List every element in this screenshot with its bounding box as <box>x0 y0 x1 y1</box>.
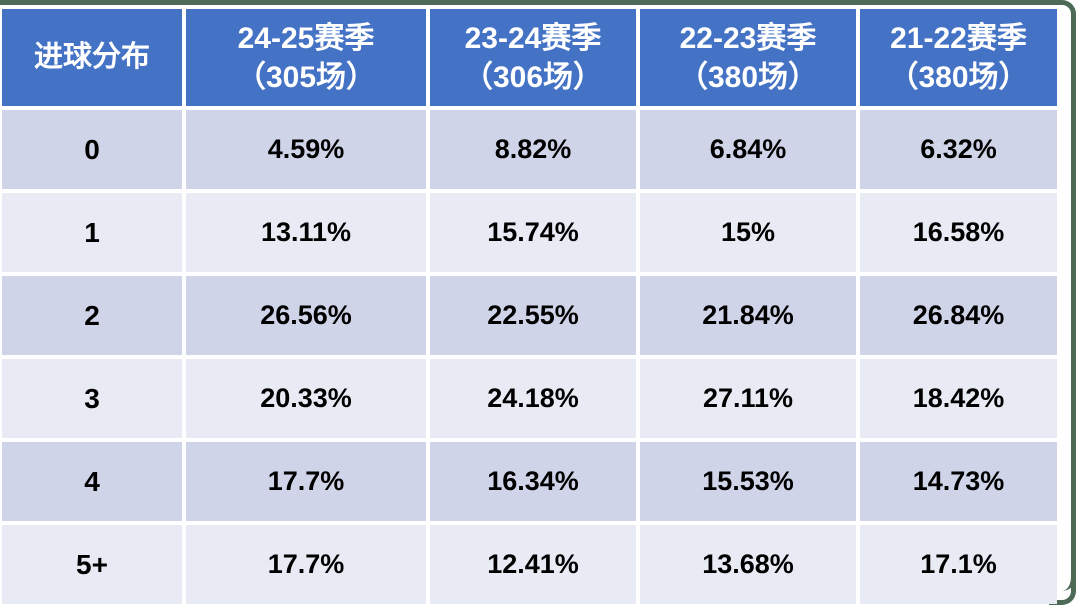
row-label: 2 <box>2 276 182 355</box>
table-row: 2 26.56% 22.55% 21.84% 26.84% <box>2 276 1057 355</box>
season-label: 24-25赛季 <box>237 21 375 55</box>
match-count-label: （306场） <box>462 60 604 94</box>
corner-header-label: 进球分布 <box>2 9 182 106</box>
value-cell: 15% <box>640 193 856 272</box>
row-label: 4 <box>2 442 182 521</box>
table-body: 0 4.59% 8.82% 6.84% 6.32% 1 13.11% 15.74% 15% 16.… <box>2 110 1057 604</box>
value-cell: 4.59% <box>186 110 426 189</box>
value-cell: 17.7% <box>186 525 426 604</box>
table-row: 0 4.59% 8.82% 6.84% 6.32% <box>2 110 1057 189</box>
goal-distribution-table: 进球分布 24-25赛季 （305场） 23-24赛季 （306场） 22-23赛季 （3… <box>0 5 1061 607</box>
row-label: 5+ <box>2 525 182 604</box>
value-cell: 6.32% <box>860 110 1057 189</box>
row-label: 3 <box>2 359 182 438</box>
value-cell: 6.84% <box>640 110 856 189</box>
value-cell: 20.33% <box>186 359 426 438</box>
header-row: 进球分布 24-25赛季 （305场） 23-24赛季 （306场） 22-23赛季 （3… <box>2 9 1057 106</box>
season-label: 22-23赛季 <box>679 21 817 55</box>
value-cell: 12.41% <box>430 525 636 604</box>
row-label: 1 <box>2 193 182 272</box>
value-cell: 27.11% <box>640 359 856 438</box>
value-cell: 18.42% <box>860 359 1057 438</box>
season-header: 23-24赛季 （306场） <box>430 9 636 106</box>
table-row: 4 17.7% 16.34% 15.53% 14.73% <box>2 442 1057 521</box>
row-label: 0 <box>2 110 182 189</box>
value-cell: 14.73% <box>860 442 1057 521</box>
value-cell: 13.68% <box>640 525 856 604</box>
value-cell: 8.82% <box>430 110 636 189</box>
value-cell: 24.18% <box>430 359 636 438</box>
value-cell: 16.34% <box>430 442 636 521</box>
value-cell: 21.84% <box>640 276 856 355</box>
value-cell: 22.55% <box>430 276 636 355</box>
value-cell: 15.53% <box>640 442 856 521</box>
value-cell: 26.56% <box>186 276 426 355</box>
season-label: 21-22赛季 <box>890 21 1027 55</box>
value-cell: 17.7% <box>186 442 426 521</box>
table-row: 3 20.33% 24.18% 27.11% 18.42% <box>2 359 1057 438</box>
value-cell: 13.11% <box>186 193 426 272</box>
match-count-label: （380场） <box>677 60 819 94</box>
season-header: 24-25赛季 （305场） <box>186 9 426 106</box>
match-count-label: （305场） <box>235 60 377 94</box>
value-cell: 16.58% <box>860 193 1057 272</box>
table-row: 5+ 17.7% 12.41% 13.68% 17.1% <box>2 525 1057 604</box>
value-cell: 26.84% <box>860 276 1057 355</box>
season-header: 22-23赛季 （380场） <box>640 9 856 106</box>
value-cell: 17.1% <box>860 525 1057 604</box>
table-row: 1 13.11% 15.74% 15% 16.58% <box>2 193 1057 272</box>
season-label: 23-24赛季 <box>464 21 602 55</box>
match-count-label: （380场） <box>888 60 1029 94</box>
season-header: 21-22赛季 （380场） <box>860 9 1057 106</box>
value-cell: 15.74% <box>430 193 636 272</box>
